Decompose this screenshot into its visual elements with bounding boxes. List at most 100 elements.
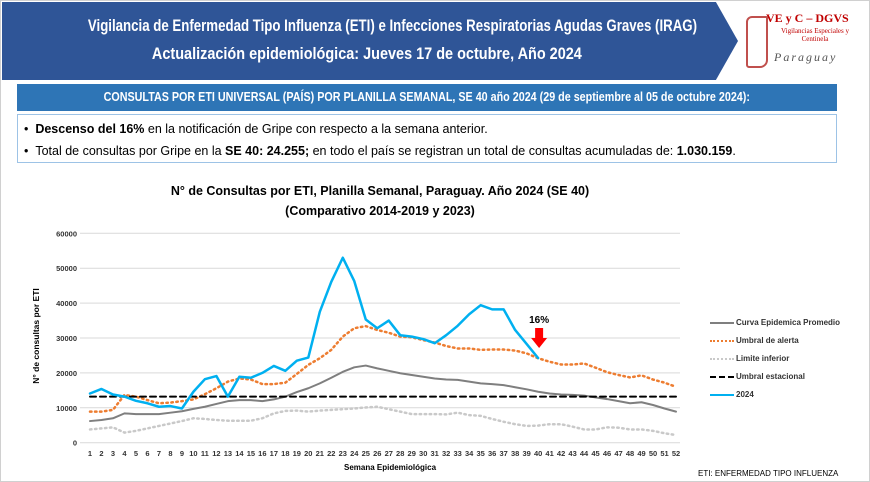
summary-box: • Descenso del 16% en la notificación de… (17, 114, 837, 163)
x-tick-label: 49 (637, 449, 645, 458)
x-tick-label: 18 (281, 449, 289, 458)
x-tick-label: 9 (180, 449, 184, 458)
x-tick-label: 28 (396, 449, 404, 458)
x-tick-label: 39 (522, 449, 530, 458)
x-tick-label: 30 (419, 449, 427, 458)
x-tick-label: 6 (145, 449, 149, 458)
x-tick-label: 19 (293, 449, 301, 458)
x-tick-label: 41 (545, 449, 553, 458)
legend-swatch (710, 339, 734, 342)
y-tick-label: 30000 (56, 334, 77, 343)
y-tick-label: 40000 (56, 299, 77, 308)
x-tick-label: 21 (316, 449, 324, 458)
bullet-2: • Total de consultas por Gripe en la SE … (24, 144, 736, 158)
x-tick-label: 26 (373, 449, 381, 458)
x-tick-label: 1 (88, 449, 92, 458)
x-tick-label: 45 (591, 449, 599, 458)
legend-label: Curva Epidemica Promedio (736, 318, 841, 327)
x-tick-label: 36 (488, 449, 496, 458)
legend-label: Umbral de alerta (736, 336, 799, 345)
down-arrow-icon (531, 328, 548, 348)
bullet-1-text: en la notificación de Gripe con respecto… (144, 122, 488, 136)
x-tick-label: 40 (534, 449, 542, 458)
y-tick-label: 10000 (56, 404, 77, 413)
bullet-2-total: 1.030.159 (676, 144, 733, 158)
x-tick-label: 35 (476, 449, 484, 458)
x-tick-label: 20 (304, 449, 312, 458)
y-tick-label: 50000 (56, 264, 77, 273)
x-tick-label: 16 (258, 449, 266, 458)
bullet-2-bold: SE 40: 24.255; (225, 144, 310, 158)
series-line-curva-epidemica-promedio (89, 364, 677, 423)
x-tick-label: 14 (235, 449, 244, 458)
legend-item: Limite inferior (710, 354, 789, 364)
bullet-1: • Descenso del 16% en la notificación de… (24, 122, 488, 136)
y-tick-label: 0 (73, 439, 77, 448)
legend-swatch (710, 375, 734, 378)
legend-label: 2024 (736, 390, 754, 399)
x-tick-label: 27 (385, 449, 393, 458)
bullet-2-pre: Total de consultas por Gripe en la (35, 144, 226, 158)
x-tick-label: 33 (454, 449, 462, 458)
header-title: Vigilancia de Enfermedad Tipo Influenza … (87, 16, 698, 35)
x-tick-label: 24 (350, 449, 359, 458)
x-tick-label: 3 (111, 449, 115, 458)
paraguay-map-icon (746, 16, 768, 68)
x-tick-label: 25 (362, 449, 370, 458)
bullet-2-mid: en todo el país se registran un total de… (309, 144, 677, 158)
legend-swatch (710, 357, 734, 360)
series-line-2024 (88, 256, 540, 410)
series-line-limite-inferior (88, 405, 678, 437)
x-tick-label: 50 (649, 449, 657, 458)
annotation-label: 16% (529, 315, 549, 326)
footer-note: ETI: ENFERMEDAD TIPO INFLUENZA (698, 469, 839, 478)
legend-item: 2024 (710, 390, 754, 400)
chart-title: N° de Consultas por ETI, Planilla Semana… (170, 184, 590, 198)
x-tick-label: 43 (568, 449, 576, 458)
logo-line2: Vigilancias Especiales y Centinela (780, 27, 849, 43)
header-banner: Vigilancia de Enfermedad Tipo Influenza … (2, 2, 738, 80)
dgvs-logo: VE y C – DGVS Vigilancias Especiales y C… (744, 6, 864, 76)
x-tick-label: 8 (168, 449, 172, 458)
chart-subtitle: (Comparativo 2014-2019 y 2023) (285, 204, 475, 218)
x-tick-label: 34 (465, 449, 474, 458)
x-axis-label: Semana Epidemiológica (343, 463, 437, 472)
x-tick-label: 38 (511, 449, 519, 458)
x-tick-label: 48 (626, 449, 634, 458)
header-subtitle-row: Actualización epidemiológica: Jueves 17 … (2, 44, 732, 64)
x-tick-label: 32 (442, 449, 450, 458)
x-tick-label: 17 (270, 449, 278, 458)
x-tick-label: 44 (580, 449, 589, 458)
x-tick-label: 5 (134, 449, 138, 458)
x-tick-label: 10 (189, 449, 197, 458)
x-tick-label: 15 (247, 449, 255, 458)
x-tick-label: 4 (122, 449, 127, 458)
legend-item: Curva Epidemica Promedio (710, 318, 840, 328)
bullet-1-bold: Descenso del 16% (35, 122, 145, 136)
y-tick-label: 20000 (56, 369, 77, 378)
x-tick-label: 47 (614, 449, 622, 458)
header-title-row: Vigilancia de Enfermedad Tipo Influenza … (2, 16, 732, 36)
x-tick-label: 13 (224, 449, 232, 458)
legend-item: Umbral estacional (710, 372, 805, 382)
x-tick-label: 51 (660, 449, 668, 458)
x-tick-label: 7 (157, 449, 161, 458)
x-tick-label: 46 (603, 449, 611, 458)
legend-label: Limite inferior (736, 354, 790, 363)
header-subtitle: Actualización epidemiológica: Jueves 17 … (152, 44, 582, 63)
section-bar: CONSULTAS POR ETI UNIVERSAL (PAÍS) POR P… (17, 84, 837, 111)
x-tick-label: 52 (672, 449, 680, 458)
x-tick-label: 22 (327, 449, 335, 458)
x-tick-label: 31 (431, 449, 439, 458)
x-tick-label: 37 (499, 449, 507, 458)
x-tick-label: 29 (408, 449, 416, 458)
legend-item: Umbral de alerta (710, 336, 799, 346)
x-tick-label: 12 (212, 449, 220, 458)
x-tick-label: 23 (339, 449, 347, 458)
logo-line3: Paraguay (774, 50, 838, 64)
x-tick-label: 2 (99, 449, 103, 458)
bullet-2-post: . (732, 144, 736, 158)
logo-line1: VE y C – DGVS (766, 11, 849, 25)
legend-swatch (710, 393, 734, 396)
